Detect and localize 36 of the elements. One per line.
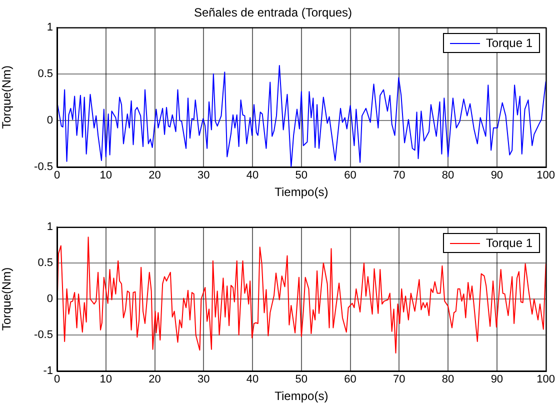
x-tick-label: 10 [100, 170, 112, 182]
x-tick-label: 30 [198, 374, 210, 386]
y-tick-label: 0.5 [38, 68, 53, 80]
x-tick-label: 70 [393, 170, 406, 182]
x-tick-label: 90 [490, 170, 504, 182]
y-tick-label: -0.5 [34, 329, 53, 342]
chart-title: Señales de entrada (Torques) [194, 6, 352, 20]
x-tick-label: 100 [536, 170, 556, 182]
x-tick-label: 70 [393, 374, 406, 386]
x-tick-label: 30 [198, 170, 210, 182]
y-axis-title: Torque(Nm) [0, 267, 14, 331]
x-tick-label: 20 [148, 374, 161, 386]
x-tick-label: 40 [246, 374, 259, 386]
x-tick-label: 10 [100, 374, 112, 386]
y-axis-title: Torque(Nm) [0, 66, 14, 129]
legend-label: Torque 1 [486, 236, 533, 250]
y-tick-label: 0 [46, 114, 53, 126]
x-tick-label: 60 [344, 374, 356, 386]
y-tick-label: 1 [46, 21, 53, 34]
y-tick-label: 0 [46, 293, 53, 306]
legend-label: Torque 1 [486, 36, 533, 50]
x-tick-label: 60 [344, 170, 356, 182]
y-tick-label: 1 [46, 221, 53, 234]
x-axis-title: Tiempo(s) [274, 389, 328, 404]
y-tick-label: -0.5 [34, 161, 53, 174]
x-tick-label: 40 [246, 170, 259, 182]
y-tick-label: 0.5 [38, 257, 53, 270]
x-tick-label: 20 [148, 170, 161, 182]
x-tick-label: 100 [536, 374, 556, 386]
y-tick-label: -1 [43, 365, 53, 378]
x-tick-label: 80 [442, 374, 454, 386]
x-tick-label: 50 [295, 374, 308, 386]
x-tick-label: 80 [442, 170, 454, 182]
x-tick-label: 50 [295, 170, 308, 182]
x-axis-title: Tiempo(s) [274, 185, 328, 200]
x-tick-label: 90 [490, 374, 504, 386]
